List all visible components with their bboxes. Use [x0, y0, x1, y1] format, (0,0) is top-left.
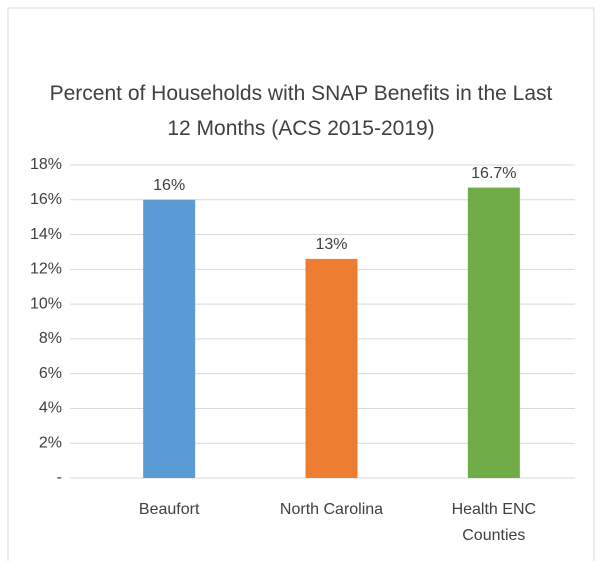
y-tick-label: 12%	[30, 261, 62, 278]
bar	[467, 187, 520, 478]
chart-title: Percent of Households with SNAP Benefits…	[49, 82, 553, 140]
chart-border	[7, 7, 595, 561]
x-tick-label: North Carolina	[279, 501, 384, 518]
bar	[143, 199, 196, 478]
y-tick-label: 18%	[30, 156, 62, 173]
data-label: 16.7%	[471, 165, 516, 182]
y-tick-label: -	[57, 469, 62, 486]
y-tick-label: 2%	[39, 434, 62, 451]
data-label: 16%	[153, 177, 185, 194]
y-tick-label: 6%	[39, 365, 62, 382]
bar	[305, 258, 358, 478]
data-label: 13%	[315, 236, 347, 253]
x-tick-label: Health ENC Counties	[451, 501, 537, 544]
x-tick-label: Beaufort	[138, 501, 200, 518]
y-tick-label: 4%	[39, 400, 62, 417]
y-tick-label: 16%	[30, 191, 62, 208]
y-tick-label: 10%	[30, 295, 62, 312]
y-tick-label: 14%	[30, 226, 62, 243]
y-tick-label: 8%	[39, 330, 62, 347]
